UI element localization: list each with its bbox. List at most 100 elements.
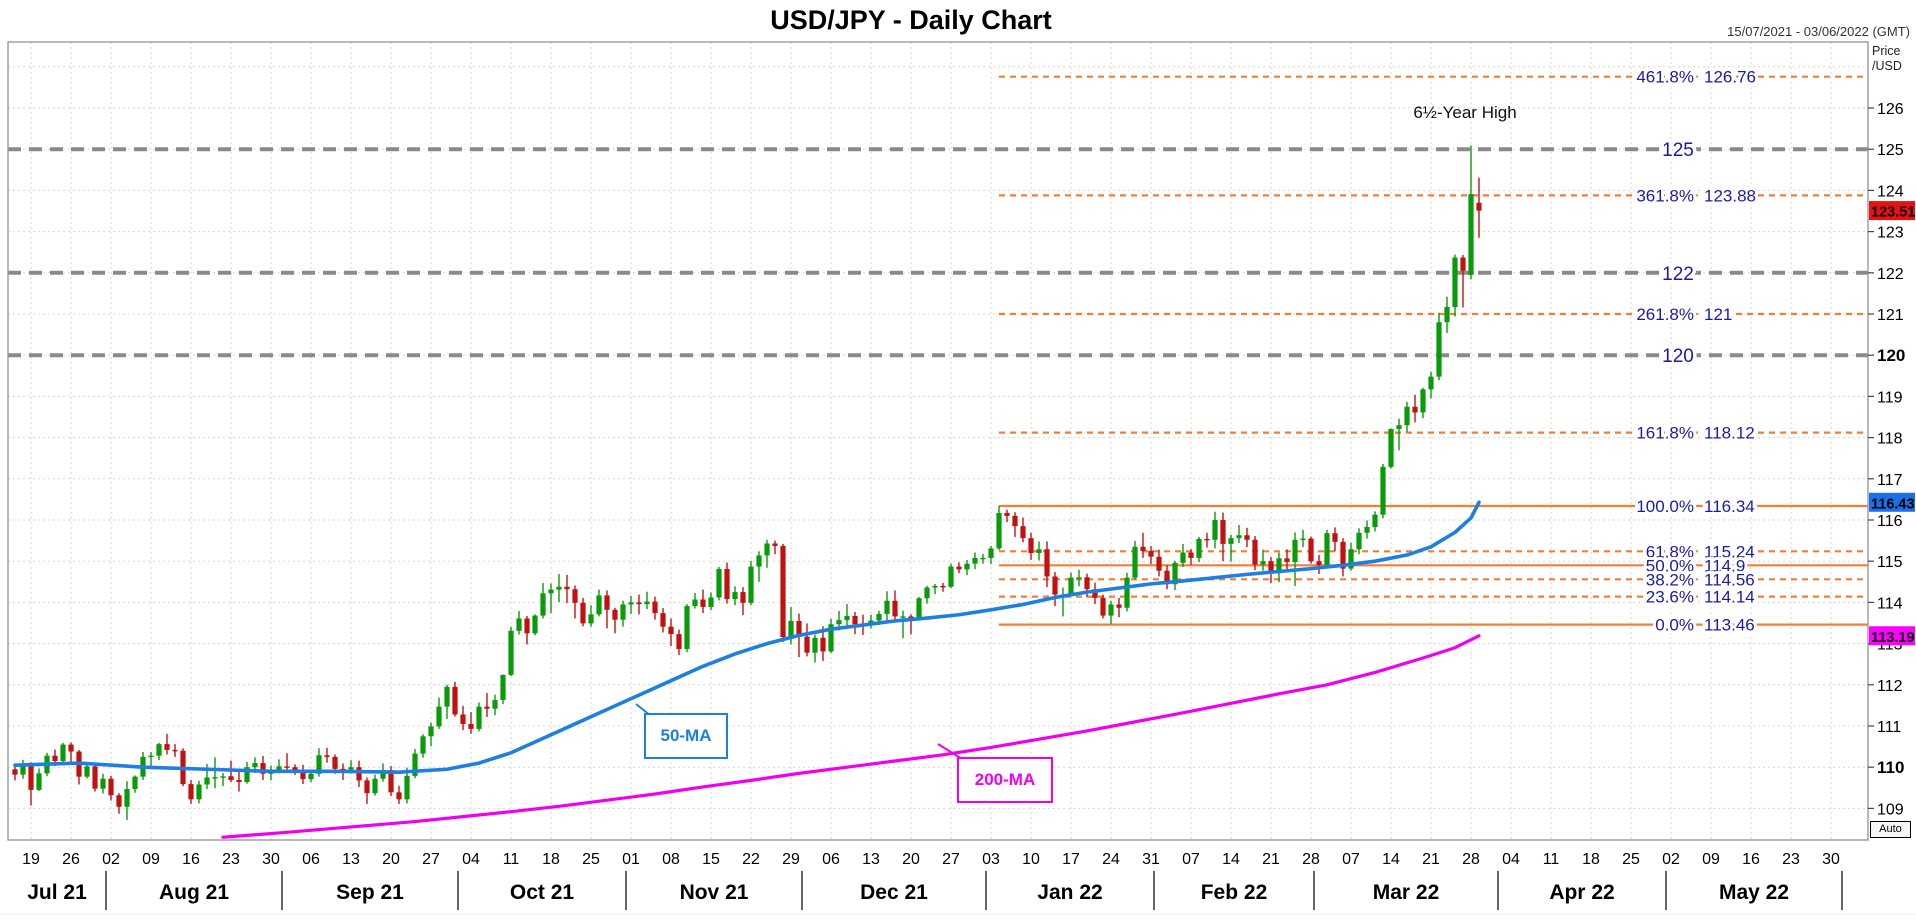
candle-body <box>396 792 402 800</box>
plot-border <box>7 41 1869 841</box>
ma50-line <box>13 500 1481 774</box>
candle-body <box>916 598 922 619</box>
candle-body <box>388 770 394 793</box>
candle-body <box>604 595 610 610</box>
candle-body <box>1324 533 1330 565</box>
candle-body <box>12 769 18 775</box>
fib-price-label: 116.34 <box>1704 497 1755 516</box>
candle-body <box>412 753 418 776</box>
fib-pct-label: 261.8% <box>1636 305 1694 324</box>
candle-body <box>972 557 978 564</box>
fib-price-label: 114.56 <box>1704 570 1755 589</box>
week-tick-label: 23 <box>1782 851 1800 868</box>
candle-body <box>892 600 898 617</box>
candle-body <box>1428 376 1434 390</box>
candle-body <box>1140 546 1146 551</box>
candle-body <box>1436 322 1442 377</box>
candle-body <box>1084 577 1090 590</box>
month-label: Sep 21 <box>336 881 404 904</box>
week-tick-label: 17 <box>1062 851 1080 868</box>
candle-body <box>524 618 530 634</box>
auto-scale-button[interactable]: Auto <box>1870 821 1911 838</box>
month-label: Jul 21 <box>27 881 87 904</box>
fib-price-label: 126.76 <box>1704 68 1756 87</box>
candle-body <box>188 784 194 800</box>
fib-price-label: 113.46 <box>1704 616 1755 635</box>
candle-body <box>292 767 298 770</box>
price-tick-label: 121 <box>1877 307 1904 324</box>
week-tick-label: 07 <box>1342 851 1360 868</box>
candle-body <box>300 769 306 780</box>
candle-body <box>1228 538 1234 544</box>
candle-body <box>1052 576 1058 595</box>
candle-body <box>548 589 554 594</box>
candle-body <box>796 620 802 637</box>
candle-body <box>332 756 338 769</box>
candle-body <box>1284 558 1290 563</box>
candle-body <box>236 779 242 783</box>
price-tick-label: 122 <box>1877 266 1904 283</box>
candle-body <box>748 566 754 603</box>
candle-body <box>1444 306 1450 323</box>
candle-body <box>1100 597 1106 616</box>
candle-body <box>20 764 26 775</box>
week-tick-label: 23 <box>222 851 240 868</box>
price-tick-label: 123 <box>1877 225 1904 242</box>
candle-body <box>196 784 202 800</box>
candle-body <box>724 569 730 600</box>
candle-body <box>1260 561 1266 565</box>
price-tick-label: 112 <box>1877 678 1903 695</box>
candle-body <box>1356 532 1362 550</box>
candle-body <box>220 776 226 778</box>
candle-body <box>428 726 434 737</box>
candle-body <box>1316 561 1322 565</box>
candle-body <box>668 626 674 635</box>
candle-body <box>500 674 506 701</box>
fib-pct-label: 0.0% <box>1655 616 1694 635</box>
candle-body <box>492 700 498 709</box>
price-tick-label: 119 <box>1877 389 1903 406</box>
week-tick-label: 10 <box>1022 851 1040 868</box>
candle-body <box>1252 539 1258 565</box>
candle-body <box>1460 257 1466 271</box>
candle-body <box>660 613 666 627</box>
candle-body <box>68 744 74 752</box>
candle-body <box>1148 550 1154 557</box>
candle-body <box>1164 570 1170 585</box>
price-tag <box>1869 492 1915 512</box>
price-tick-label: 114 <box>1877 595 1903 612</box>
week-tick-label: 03 <box>982 851 1000 868</box>
fib-price-label: 118.12 <box>1704 424 1755 443</box>
candle-body <box>516 618 522 631</box>
candle-body <box>1220 520 1226 544</box>
candle-body <box>1404 406 1410 426</box>
candle-body <box>788 620 794 638</box>
price-tick-label: 110 <box>1877 758 1904 777</box>
week-tick-label: 09 <box>1702 851 1720 868</box>
week-tick-label: 13 <box>862 851 880 868</box>
candle-body <box>1452 257 1458 307</box>
date-range-label: 15/07/2021 - 03/06/2022 (GMT) <box>1727 24 1910 39</box>
candle-body <box>204 777 210 785</box>
candle-body <box>1180 552 1186 563</box>
fib-price-label: 115.24 <box>1704 542 1755 561</box>
candle-body <box>212 777 218 779</box>
candle-body <box>1212 520 1218 540</box>
candle-body <box>484 706 490 709</box>
week-tick-label: 25 <box>582 851 600 868</box>
fib-pct-label: 100.0% <box>1636 497 1694 516</box>
candle-body <box>244 767 250 783</box>
week-tick-label: 20 <box>902 851 920 868</box>
candle-body <box>164 744 170 750</box>
week-tick-label: 04 <box>1502 851 1520 868</box>
candle-body <box>1292 539 1298 563</box>
candle-body <box>92 766 98 789</box>
week-tick-label: 16 <box>182 851 200 868</box>
fib-pct-label: 361.8% <box>1636 186 1694 205</box>
month-label: May 22 <box>1719 881 1789 904</box>
candle-body <box>836 620 842 625</box>
candle-body <box>844 615 850 621</box>
candle-body <box>1092 589 1098 598</box>
